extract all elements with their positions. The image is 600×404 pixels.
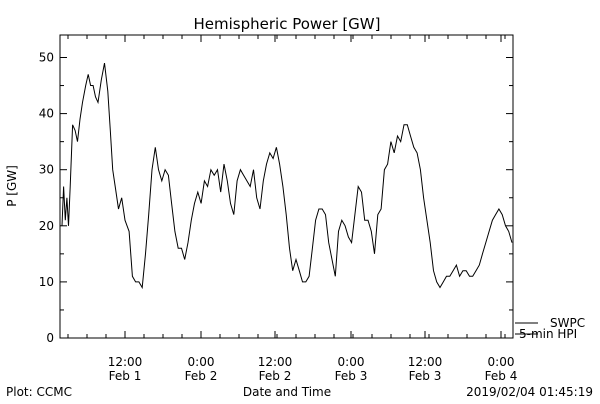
x-tick-time-label: 12:00 — [258, 355, 293, 369]
x-tick-date-label: Feb 2 — [185, 369, 218, 383]
y-axis-ticks: 0 10 20 30 40 50 — [39, 51, 513, 345]
x-tick-time-label: 0:00 — [338, 355, 365, 369]
x-tick-date-label: Feb 2 — [259, 369, 292, 383]
series-layer — [61, 63, 513, 290]
x-tick-time-label: 12:00 — [108, 355, 143, 369]
x-tick-time-label: 0:00 — [188, 355, 215, 369]
x-tick-time-label: 12:00 — [408, 355, 443, 369]
x-tick-date-label: Feb 3 — [335, 369, 368, 383]
y-tick-label: 10 — [39, 275, 54, 289]
y-tick-label: 0 — [46, 331, 54, 345]
y-axis-label: P [GW] — [5, 165, 19, 207]
legend-swpc-label: SWPC — [550, 316, 585, 330]
legend-hpi-label: 5-min HPI — [519, 327, 577, 341]
y-tick-label: 50 — [39, 51, 54, 65]
x-tick-date-label: Feb 3 — [409, 369, 442, 383]
y-tick-label: 30 — [39, 163, 54, 177]
chart-title: Hemispheric Power [GW] — [194, 15, 381, 33]
x-axis-label: Date and Time — [243, 385, 331, 399]
x-tick-date-label: Feb 1 — [109, 369, 142, 383]
plot-frame — [59, 34, 514, 339]
footer-timestamp: 2019/02/04 01:45:19 — [466, 385, 593, 399]
x-tick-time-label: 0:00 — [488, 355, 515, 369]
swpc-power-line — [61, 63, 513, 290]
footer-plot-credit: Plot: CCMC — [6, 385, 72, 399]
y-tick-label: 20 — [39, 219, 54, 233]
x-tick-date-label: Feb 4 — [485, 369, 518, 383]
y-tick-label: 40 — [39, 107, 54, 121]
